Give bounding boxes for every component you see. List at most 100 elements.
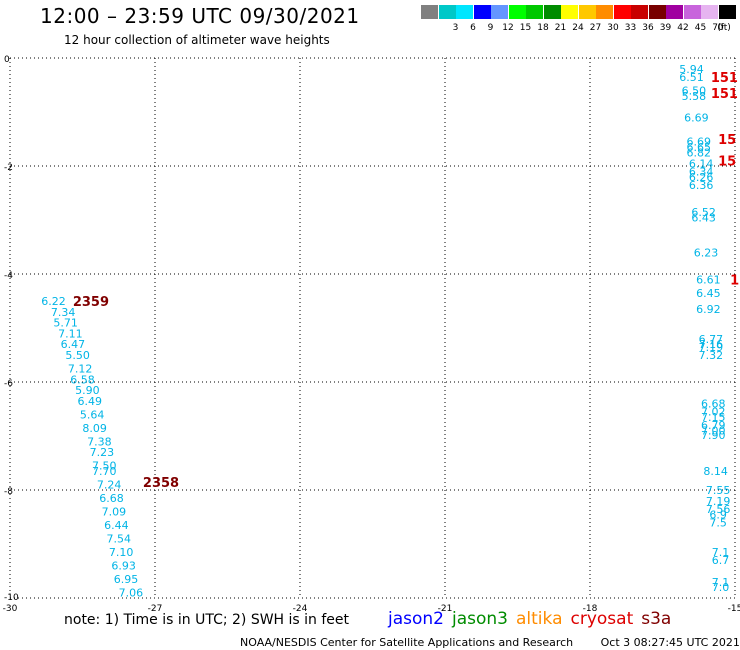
page-title: 12:00 – 23:59 UTC 09/30/2021	[40, 4, 360, 28]
swh-value: 6.7	[712, 554, 730, 567]
x-tick-label: -21	[438, 604, 453, 614]
swh-value: 6.36	[689, 179, 714, 192]
swh-value: 7.90	[701, 429, 726, 442]
swh-value: 6.77	[699, 333, 724, 346]
legend-label: 33	[624, 23, 637, 33]
color-legend: 3 6 9 12 15 18 21 24 27 30 33 36 39 42 45 70 (ft)	[421, 5, 737, 35]
legend-swatch	[491, 5, 508, 19]
legend-swatch	[561, 5, 578, 19]
swh-value: 8.09	[82, 422, 107, 435]
swh-value: 5.64	[80, 408, 105, 421]
swh-value: 6.68	[701, 398, 726, 411]
credit-line: NOAA/NESDIS Center for Satellite Applica…	[240, 636, 740, 649]
legend-swatch	[683, 5, 701, 19]
satellite-s3a: s3a	[641, 609, 672, 629]
legend-label: 18	[537, 23, 549, 33]
legend-swatch	[631, 5, 648, 19]
swh-value: 7.12	[68, 363, 93, 376]
swh-value: 6.9	[709, 508, 727, 521]
footnote: note: 1) Time is in UTC; 2) SWH is in fe…	[64, 612, 350, 628]
legend-swatch	[578, 5, 596, 19]
swh-value: 6.49	[78, 395, 103, 408]
swh-value: 7.50	[92, 460, 117, 473]
legend-label: 12	[502, 23, 514, 33]
page-subtitle: 12 hour collection of altimeter wave hei…	[64, 33, 330, 47]
swh-value: 6.50	[682, 84, 707, 97]
swh-value: 6.69	[684, 111, 709, 124]
satellite-cryosat: cryosat	[570, 609, 634, 629]
swh-value: 6.22	[41, 295, 66, 308]
swh-value: 6.69	[687, 136, 712, 149]
legend-label: 24	[572, 23, 584, 33]
satellite-altika: altika	[516, 609, 563, 629]
swh-value: 7.34	[51, 306, 76, 319]
swh-value: 6.45	[696, 287, 721, 300]
swh-value: 6.92	[696, 303, 721, 316]
legend-label: 3	[452, 23, 459, 33]
legend-swatch	[526, 5, 543, 19]
swh-value: 7.15	[701, 411, 726, 424]
x-tick-label: -27	[148, 604, 163, 614]
satellite-legend: jason2 jason3 altika cryosat s3a	[388, 609, 679, 629]
time-label: 15	[718, 133, 736, 148]
swh-value: 6.93	[111, 560, 136, 573]
swh-value: 6.34	[689, 165, 714, 178]
swh-value: 6.79	[701, 419, 726, 432]
time-label: 151	[711, 87, 738, 102]
y-tick-label: -10	[4, 593, 19, 603]
swh-value: 5.90	[75, 384, 100, 397]
time-label: 151	[711, 71, 738, 86]
legend-label: 45	[694, 23, 707, 33]
y-tick-label: -4	[4, 271, 13, 281]
legend-swatch	[718, 5, 736, 19]
legend-swatch	[666, 5, 683, 19]
swh-value: 7.06	[119, 587, 144, 600]
swh-value: 6.65	[687, 141, 712, 154]
swh-value: 6.43	[691, 211, 716, 224]
swh-value: 7.55	[706, 484, 731, 497]
x-tick-label: -18	[583, 604, 598, 614]
legend-label: 27	[589, 23, 602, 33]
credit-text: NOAA/NESDIS Center for Satellite Applica…	[240, 636, 574, 649]
x-tick-label: -24	[293, 604, 308, 614]
swh-value: 7.02	[701, 406, 726, 419]
legend-label: 39	[659, 23, 672, 33]
legend-label: 6	[470, 23, 476, 33]
swh-values: 6.227.345.717.116.475.507.126.585.906.49…	[41, 63, 730, 600]
swh-value: 7.70	[92, 465, 117, 478]
legend-swatch	[596, 5, 613, 19]
swh-value: 6.58	[70, 373, 95, 386]
y-tick-label: 0	[4, 55, 10, 65]
swh-value: 7.5	[709, 516, 727, 529]
swh-value: 7.1	[712, 576, 730, 589]
satellite-jason2: jason2	[388, 609, 444, 629]
swh-value: 7.54	[107, 533, 132, 546]
legend-swatch	[543, 5, 561, 19]
swh-value: 6.23	[694, 246, 719, 259]
swh-value: 6.82	[687, 147, 712, 160]
swh-value: 7.24	[97, 479, 122, 492]
generated-timestamp: Oct 3 08:27:45 UTC 2021	[600, 636, 740, 649]
legend-swatch	[456, 5, 473, 19]
swh-value: 5.94	[679, 63, 704, 76]
legend-label: 30	[607, 23, 619, 33]
time-label: 15	[718, 155, 736, 170]
time-label: 2358	[143, 476, 179, 491]
legend-label: 70	[712, 23, 724, 33]
legend-label: 42	[677, 23, 689, 33]
swh-value: 7.1	[712, 546, 730, 559]
swh-value: 7.0	[712, 581, 730, 594]
swh-value: 7.56	[706, 503, 731, 516]
swh-value: 5.50	[65, 349, 90, 362]
swh-value: 6.47	[61, 338, 86, 351]
legend-swatch	[648, 5, 666, 19]
swh-value: 7.16	[699, 338, 724, 351]
y-tick-label: -8	[4, 487, 13, 497]
axis-tick-labels: -30 -27 -24 -21 -18 -15 0 -2 -4 -6 -8 -10	[3, 55, 740, 614]
legend-swatch	[473, 5, 491, 19]
legend-swatch	[701, 5, 718, 19]
swh-value: 6.44	[104, 519, 129, 532]
y-tick-label: -2	[4, 163, 13, 173]
